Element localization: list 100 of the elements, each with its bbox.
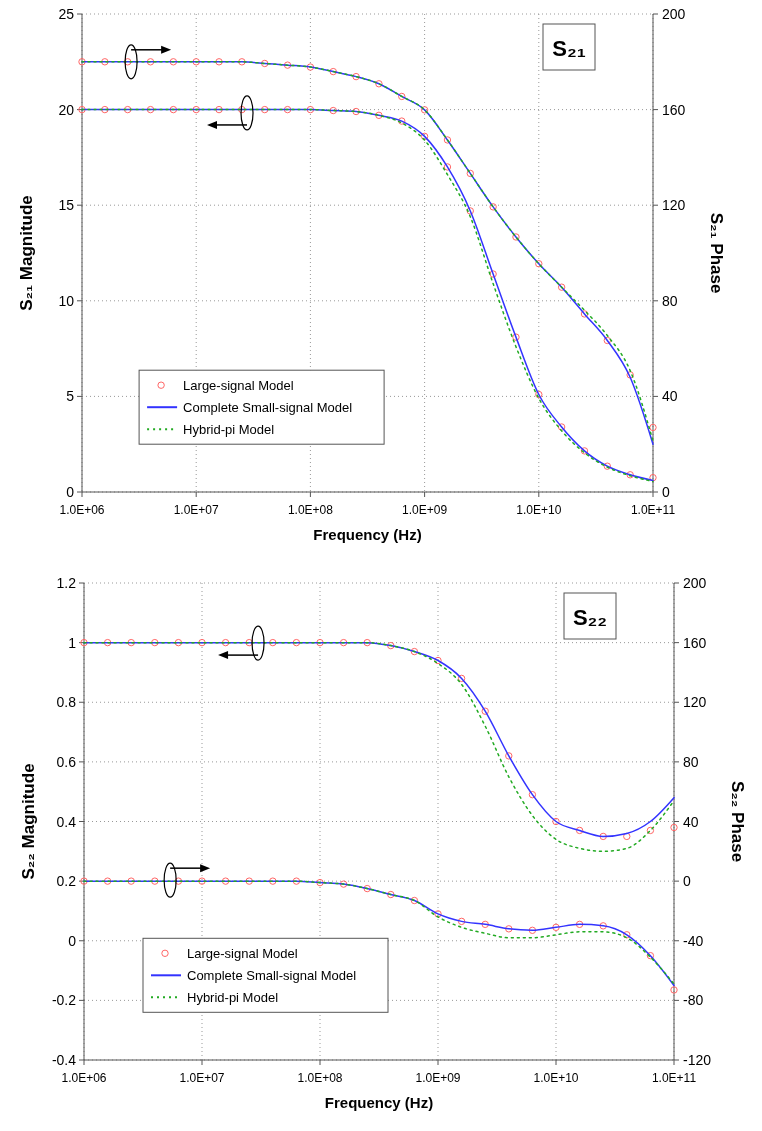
point xyxy=(505,752,513,760)
point xyxy=(169,58,178,66)
point xyxy=(339,638,348,647)
point xyxy=(580,310,589,318)
point xyxy=(535,390,543,399)
x-tick-label: 1.0E+09 xyxy=(415,1071,461,1085)
point xyxy=(103,877,112,885)
x-tick-label: 1.0E+10 xyxy=(533,1071,579,1085)
y2-tick-label: -120 xyxy=(683,1052,712,1068)
point xyxy=(192,58,200,66)
point xyxy=(103,638,112,647)
legend-label: Complete Small-signal Model xyxy=(187,968,357,984)
point xyxy=(670,986,678,994)
y-tick-label: 20 xyxy=(58,101,75,118)
y2-tick-label: 160 xyxy=(683,634,707,651)
point xyxy=(387,641,395,650)
point xyxy=(599,922,607,930)
x-tick-label: 1.0E+10 xyxy=(516,503,562,517)
point xyxy=(580,447,589,455)
point xyxy=(283,105,292,114)
point xyxy=(626,471,634,479)
point xyxy=(78,105,86,114)
point xyxy=(169,105,178,114)
y-tick-label: 5 xyxy=(66,388,75,405)
point xyxy=(174,877,183,885)
point xyxy=(505,925,513,933)
point xyxy=(466,207,474,215)
point xyxy=(626,371,634,379)
point xyxy=(261,105,269,114)
point xyxy=(646,826,655,835)
point xyxy=(481,920,489,929)
point xyxy=(174,638,183,647)
point xyxy=(146,105,155,114)
point xyxy=(306,63,315,71)
point xyxy=(603,462,612,470)
point xyxy=(528,790,537,799)
point xyxy=(535,260,543,268)
y-tick-label: 1.2 xyxy=(56,575,77,591)
x-tick-label: 1.0E+07 xyxy=(173,503,220,517)
point xyxy=(375,111,383,120)
y-tick-label: -0.2 xyxy=(51,992,77,1009)
y2-axis-title: S₂₂ Phase xyxy=(728,780,747,863)
point xyxy=(292,638,301,647)
point xyxy=(101,58,109,66)
y-axis-title: S₂₂ Magnitude xyxy=(19,763,38,880)
point xyxy=(557,423,566,431)
point xyxy=(269,638,277,647)
point xyxy=(528,926,537,935)
point xyxy=(363,638,371,647)
point xyxy=(238,58,246,66)
point xyxy=(443,136,452,144)
legend-label: Complete Small-signal Model xyxy=(183,400,353,416)
y2-tick-label: 80 xyxy=(683,753,699,770)
point xyxy=(489,203,497,211)
y-tick-label: 15 xyxy=(58,197,75,214)
point xyxy=(283,61,292,69)
point xyxy=(434,910,442,918)
y2-tick-label: -40 xyxy=(683,932,704,949)
point xyxy=(339,880,348,888)
point xyxy=(434,656,442,665)
point xyxy=(649,423,657,432)
point xyxy=(575,920,584,929)
y-axis-title: S₂₁ Magnitude xyxy=(17,195,36,311)
point xyxy=(599,832,607,841)
point xyxy=(146,58,155,66)
point xyxy=(292,877,301,885)
text: S₂₂ xyxy=(572,605,608,630)
point xyxy=(512,333,520,341)
x-axis-title: Frequency (Hz) xyxy=(324,1094,434,1111)
y-tick-label: 0.2 xyxy=(56,873,77,890)
point xyxy=(410,647,419,656)
point xyxy=(557,283,566,291)
legend-label: Hybrid-pi Model xyxy=(187,990,279,1006)
point xyxy=(387,890,395,899)
y2-tick-label: 40 xyxy=(683,813,699,830)
legend-label: Large-signal Model xyxy=(183,378,294,394)
point xyxy=(552,817,560,826)
point xyxy=(398,117,406,125)
point xyxy=(269,877,277,885)
y2-tick-label: -80 xyxy=(683,992,704,1009)
point xyxy=(306,105,315,114)
point xyxy=(443,163,452,171)
point xyxy=(261,59,269,68)
point xyxy=(221,877,230,885)
point xyxy=(420,132,429,141)
point xyxy=(329,106,337,115)
y-tick-label: 10 xyxy=(58,292,75,309)
point xyxy=(80,638,88,647)
point xyxy=(78,58,86,66)
point xyxy=(198,877,206,885)
x-tick-label: 1.0E+07 xyxy=(179,1071,225,1085)
point xyxy=(151,877,159,885)
y2-tick-label: 120 xyxy=(683,694,707,711)
point xyxy=(649,473,657,482)
point xyxy=(575,826,584,835)
point xyxy=(101,105,109,114)
text: S₂₁ xyxy=(552,36,586,61)
point xyxy=(352,107,360,116)
point xyxy=(215,105,223,114)
y2-axis-title: S₂₁ Phase xyxy=(707,212,726,294)
